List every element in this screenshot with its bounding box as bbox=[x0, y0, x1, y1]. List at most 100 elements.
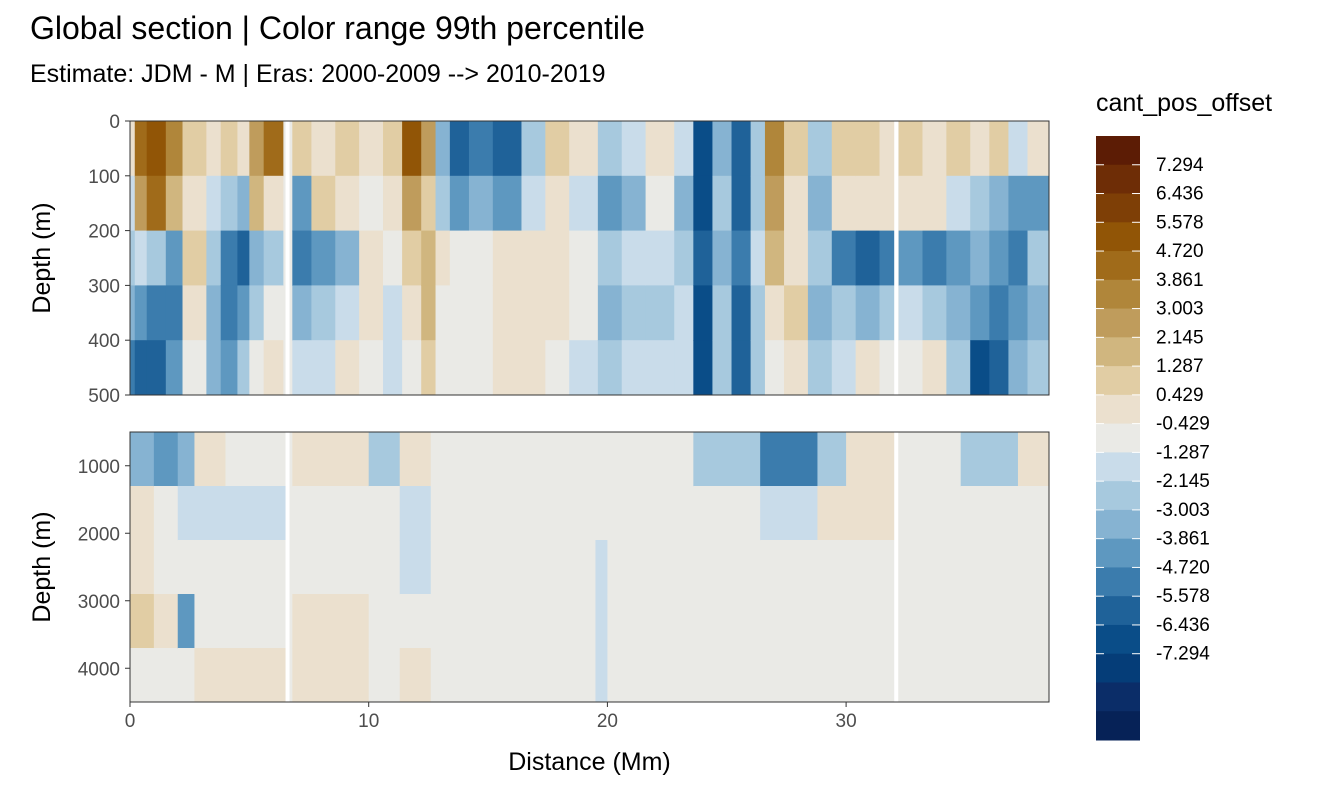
heat-cell bbox=[569, 340, 599, 395]
heat-cell bbox=[898, 432, 962, 487]
y-tick-label: 4000 bbox=[78, 659, 120, 680]
heat-cell bbox=[674, 230, 694, 286]
heat-cell bbox=[855, 285, 881, 341]
legend-color-step bbox=[1096, 251, 1140, 281]
heat-cell bbox=[359, 175, 384, 232]
heat-cell bbox=[817, 594, 847, 649]
heat-cell bbox=[569, 230, 599, 286]
heat-cell bbox=[989, 230, 1010, 286]
heat-cell bbox=[249, 230, 265, 286]
heat-cell bbox=[922, 121, 947, 177]
heat-cell bbox=[206, 121, 222, 177]
heat-cell bbox=[760, 432, 819, 487]
heat-cell bbox=[1027, 121, 1049, 177]
heat-cell bbox=[359, 230, 384, 286]
heat-cell bbox=[898, 594, 962, 649]
legend-label: 1.287 bbox=[1156, 356, 1204, 377]
heat-cell bbox=[263, 230, 284, 286]
heat-cell bbox=[292, 175, 313, 232]
heat-cell bbox=[1008, 121, 1029, 177]
heat-cell bbox=[898, 175, 924, 232]
heat-cell bbox=[449, 340, 470, 395]
legend: cant_pos_offset 7.294 6.436 5.578 4.720 3.861… bbox=[1096, 89, 1272, 741]
heat-cell bbox=[134, 175, 148, 232]
heat-cell bbox=[946, 340, 971, 395]
heat-cell bbox=[831, 340, 857, 395]
heat-cell bbox=[970, 340, 990, 395]
heat-cell bbox=[383, 285, 403, 341]
heat-cell bbox=[468, 121, 494, 177]
heat-cell bbox=[621, 175, 647, 232]
heat-cell bbox=[130, 432, 155, 487]
heat-cell bbox=[764, 175, 785, 232]
heat-cell bbox=[960, 594, 1019, 649]
heat-cell bbox=[693, 285, 714, 341]
heat-cell bbox=[1008, 175, 1029, 232]
legend-label: 2.145 bbox=[1156, 327, 1204, 348]
heat-cell bbox=[750, 230, 766, 286]
heat-cell bbox=[492, 230, 523, 286]
heat-cell bbox=[855, 175, 881, 232]
heat-cell bbox=[206, 285, 222, 341]
heat-cell bbox=[249, 175, 265, 232]
heat-cell bbox=[130, 285, 136, 341]
heat-cell bbox=[492, 121, 523, 177]
heat-cell bbox=[130, 340, 136, 395]
heat-cell bbox=[146, 340, 167, 395]
heat-cell bbox=[922, 340, 947, 395]
heat-cell bbox=[468, 285, 494, 341]
heat-cell bbox=[764, 121, 785, 177]
heat-cell bbox=[130, 594, 155, 649]
heat-cell bbox=[693, 486, 761, 541]
legend-label: -6.436 bbox=[1156, 615, 1210, 636]
heat-cell bbox=[435, 121, 451, 177]
heat-cell bbox=[165, 340, 184, 395]
heat-cell bbox=[807, 175, 833, 232]
heat-cell bbox=[879, 175, 895, 232]
legend-color-step bbox=[1096, 366, 1140, 396]
heat-cell bbox=[194, 486, 227, 541]
heat-cell bbox=[177, 432, 196, 487]
heat-cell bbox=[674, 340, 694, 395]
heat-cell bbox=[449, 230, 470, 286]
heat-cell bbox=[421, 175, 437, 232]
heat-cell bbox=[130, 230, 136, 286]
heat-cell bbox=[194, 648, 227, 702]
heat-cell bbox=[712, 340, 733, 395]
upper-panel-frame bbox=[129, 120, 1050, 396]
heat-cell bbox=[220, 121, 239, 177]
heat-cell bbox=[292, 121, 313, 177]
lower-depth-panel bbox=[130, 432, 1049, 702]
heat-cell bbox=[545, 175, 570, 232]
heat-cell bbox=[402, 175, 422, 232]
heat-cell bbox=[784, 230, 809, 286]
heat-cell bbox=[784, 175, 809, 232]
legend-color-step bbox=[1096, 452, 1140, 482]
heat-cell bbox=[225, 540, 289, 595]
y-tick-label: 1000 bbox=[78, 457, 120, 478]
heat-cell bbox=[292, 594, 370, 649]
heat-cell bbox=[292, 486, 370, 541]
heat-cell bbox=[130, 648, 155, 702]
heat-cell bbox=[597, 121, 623, 177]
heat-cell bbox=[165, 285, 184, 341]
heat-cell bbox=[449, 175, 470, 232]
heat-cell bbox=[569, 175, 599, 232]
legend-label: 3.003 bbox=[1156, 299, 1204, 320]
x-tick-label: 10 bbox=[358, 711, 379, 732]
heat-cell bbox=[712, 175, 733, 232]
heat-cell bbox=[946, 175, 971, 232]
heat-cell bbox=[153, 486, 179, 541]
legend-label: 3.861 bbox=[1156, 270, 1204, 291]
heat-cell bbox=[960, 486, 1019, 541]
heat-cell bbox=[693, 648, 761, 702]
heat-cell bbox=[402, 121, 422, 177]
legend-label: -1.287 bbox=[1156, 442, 1210, 463]
legend-color-step bbox=[1096, 193, 1140, 223]
heat-cell bbox=[399, 540, 432, 595]
heat-cell bbox=[225, 594, 289, 649]
heat-cell bbox=[946, 285, 971, 341]
heat-cell bbox=[521, 230, 546, 286]
legend-title: cant_pos_offset bbox=[1096, 89, 1272, 117]
